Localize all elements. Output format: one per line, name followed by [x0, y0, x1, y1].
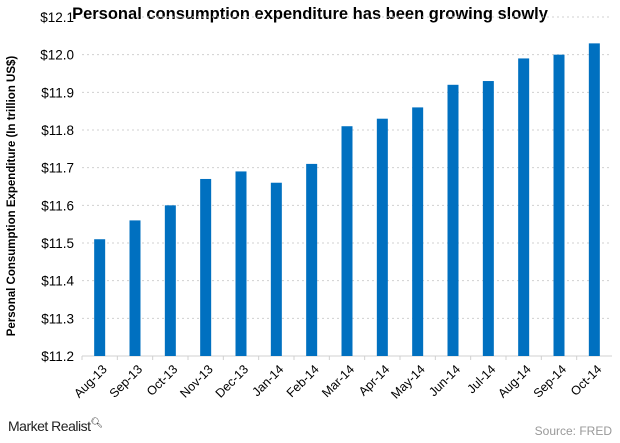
bar	[553, 54, 565, 357]
bar	[376, 118, 388, 356]
y-tick-label: $11.3	[41, 311, 74, 326]
y-tick-label: $11.2	[41, 349, 74, 364]
y-tick-label: $11.6	[41, 198, 74, 213]
source-note: Source: FRED	[534, 424, 612, 438]
y-tick-label: $12.0	[40, 48, 74, 63]
bar	[482, 81, 494, 357]
x-tick-label: Jun-14	[426, 362, 463, 399]
brand-logo: Market Realist🔍︎	[8, 418, 103, 434]
x-tick-label: Jan-14	[250, 362, 287, 399]
x-tick-label: Dec-13	[213, 362, 251, 400]
bar	[200, 178, 212, 356]
x-tick-label: Sep-14	[531, 362, 569, 400]
y-tick-label: $11.4	[41, 274, 74, 289]
brand-text: Market Realist	[8, 418, 91, 434]
bar	[447, 84, 459, 357]
bar	[306, 163, 318, 356]
magnifier-icon: 🔍︎	[90, 418, 103, 429]
chart-title: Personal consumption expenditure has bee…	[72, 5, 548, 23]
bar	[588, 43, 600, 356]
bar	[270, 182, 282, 356]
y-tick-label: $11.8	[41, 123, 74, 138]
x-tick-label: Oct-13	[144, 362, 180, 398]
bar	[412, 107, 424, 357]
bar	[164, 205, 176, 356]
x-tick-label: Oct-14	[568, 362, 604, 398]
y-tick-label: $11.5	[41, 236, 74, 251]
x-tick-label: Jul-14	[464, 362, 498, 396]
x-tick-label: Apr-14	[356, 362, 392, 398]
bar	[341, 126, 353, 356]
x-tick-label: Aug-14	[495, 362, 533, 400]
bar	[94, 239, 106, 356]
y-tick-label: $11.7	[41, 161, 74, 176]
x-tick-label: Aug-13	[71, 362, 109, 400]
x-tick-label: Feb-14	[284, 362, 322, 400]
y-tick-label: $11.9	[41, 85, 74, 100]
x-tick-label: Mar-14	[319, 362, 357, 400]
x-tick-label: Nov-13	[177, 362, 215, 400]
y-tick-label: $12.1	[40, 10, 74, 25]
bar	[518, 58, 530, 356]
bar	[129, 220, 141, 356]
x-tick-label: Sep-13	[107, 362, 145, 400]
bar	[235, 171, 247, 356]
x-tick-label: May-14	[388, 362, 427, 401]
